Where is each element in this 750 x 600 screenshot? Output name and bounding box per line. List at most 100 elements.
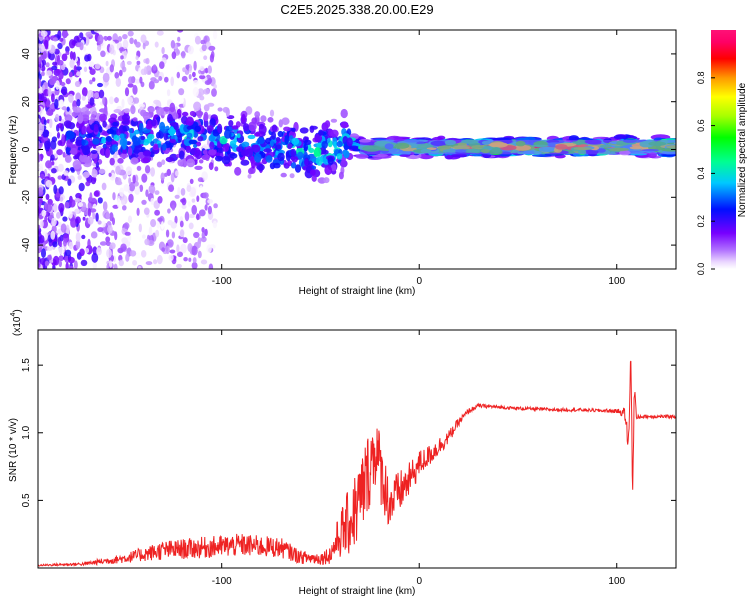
heatmap-cell <box>191 262 198 269</box>
heatmap-cell <box>48 132 53 138</box>
heatmap-cell <box>170 76 174 87</box>
heatmap-cell <box>144 238 150 246</box>
heatmap-cell <box>143 66 147 76</box>
heatmap-cell <box>150 141 155 147</box>
heatmap-cell <box>60 88 67 94</box>
heatmap-cell <box>150 197 155 205</box>
heatmap-cell <box>135 41 141 48</box>
heatmap-cell <box>277 152 285 162</box>
heatmap-cell <box>196 213 200 221</box>
heatmap-cell <box>93 123 99 133</box>
heatmap-cell <box>160 221 165 230</box>
heatmap-cell <box>57 175 63 180</box>
heatmap-cell <box>85 133 93 139</box>
heatmap-cell <box>70 167 75 173</box>
heatmap-cell <box>187 243 193 252</box>
heatmap-cell <box>201 154 211 159</box>
heatmap-cell <box>182 111 189 117</box>
heatmap-cell <box>219 136 228 145</box>
heatmap-cell <box>276 144 282 150</box>
heatmap-cell <box>203 88 210 95</box>
heatmap-cell <box>199 65 205 72</box>
heatmap-cell <box>167 208 171 214</box>
spectrogram-y-tick-label: 0 <box>21 146 32 152</box>
heatmap-cell <box>613 134 627 140</box>
heatmap-cell <box>75 136 84 146</box>
heatmap-cell <box>182 237 188 244</box>
heatmap-cell <box>156 107 165 116</box>
spectrogram-x-tick-label: 100 <box>608 276 625 287</box>
heatmap-cell <box>273 162 281 169</box>
heatmap-cell <box>321 140 329 149</box>
heatmap-cell <box>150 32 155 38</box>
colorbar-tick-label: 0.8 <box>696 72 706 85</box>
heatmap-cell <box>89 68 96 75</box>
heatmap-cell <box>135 55 139 60</box>
heatmap-cell <box>179 220 184 228</box>
heatmap-cell <box>45 203 52 213</box>
snr-x-label: Height of straight line (km) <box>299 586 416 597</box>
heatmap-cell <box>40 173 45 179</box>
heatmap-cell <box>68 39 76 49</box>
heatmap-cell <box>142 42 146 50</box>
heatmap-cell <box>59 99 65 108</box>
heatmap-cell <box>183 257 188 262</box>
heatmap-cell <box>170 40 176 49</box>
heatmap-cell <box>90 150 98 154</box>
heatmap-cell <box>97 220 102 225</box>
heatmap-cell <box>99 113 107 122</box>
heatmap-cell <box>162 36 167 43</box>
heatmap-cell <box>162 106 171 112</box>
heatmap-cell <box>44 39 49 49</box>
colorbar-tick-label: 0.2 <box>696 215 706 228</box>
heatmap-cell <box>65 78 71 85</box>
heatmap-cell <box>142 150 152 157</box>
heatmap-cell <box>106 248 112 258</box>
heatmap-cell <box>253 153 262 163</box>
heatmap-cell <box>213 84 217 89</box>
heatmap-cell <box>144 165 151 174</box>
heatmap-cell <box>338 171 344 180</box>
heatmap-cell <box>88 61 95 68</box>
heatmap-cell <box>77 114 84 121</box>
heatmap-cell <box>217 107 223 112</box>
heatmap-cell <box>200 259 208 265</box>
heatmap-cell <box>169 102 176 113</box>
spectrogram-x-label: Height of straight line (km) <box>299 286 416 297</box>
heatmap-cell <box>254 111 261 118</box>
heatmap-cell <box>177 186 181 197</box>
heatmap-cell <box>133 137 141 146</box>
heatmap-cell <box>41 209 47 217</box>
heatmap-cell <box>451 153 468 158</box>
heatmap-cell <box>209 141 215 150</box>
heatmap-cell <box>38 106 41 113</box>
heatmap-cell <box>38 230 41 235</box>
heatmap-cell <box>96 247 102 256</box>
heatmap-cell <box>206 125 214 132</box>
heatmap-cell <box>127 215 133 224</box>
heatmap-cell <box>52 37 58 42</box>
heatmap-cell <box>263 148 273 153</box>
heatmap-cell <box>265 155 273 163</box>
heatmap-cell <box>52 265 56 269</box>
spectrogram-y-axis: -40 -20 0 20 40 <box>21 48 676 252</box>
snr-y-tick-label: 1.5 <box>21 358 32 372</box>
heatmap-cell <box>83 46 87 52</box>
heatmap-cell <box>191 198 196 203</box>
heatmap-cell <box>324 165 333 176</box>
heatmap-cell <box>52 255 60 266</box>
heatmap-cell <box>109 44 115 55</box>
heatmap-cell <box>166 239 174 248</box>
heatmap-cell <box>179 124 186 134</box>
heatmap-cell <box>92 246 98 256</box>
heatmap-cell <box>189 110 196 117</box>
heatmap-cell <box>187 201 191 207</box>
heatmap-cell <box>127 96 134 104</box>
heatmap-cell <box>47 254 52 261</box>
heatmap-cell <box>287 143 293 150</box>
heatmap-cell <box>245 106 253 115</box>
heatmap-cell <box>161 159 166 165</box>
heatmap-cell <box>60 223 67 233</box>
heatmap-cell <box>128 128 133 134</box>
